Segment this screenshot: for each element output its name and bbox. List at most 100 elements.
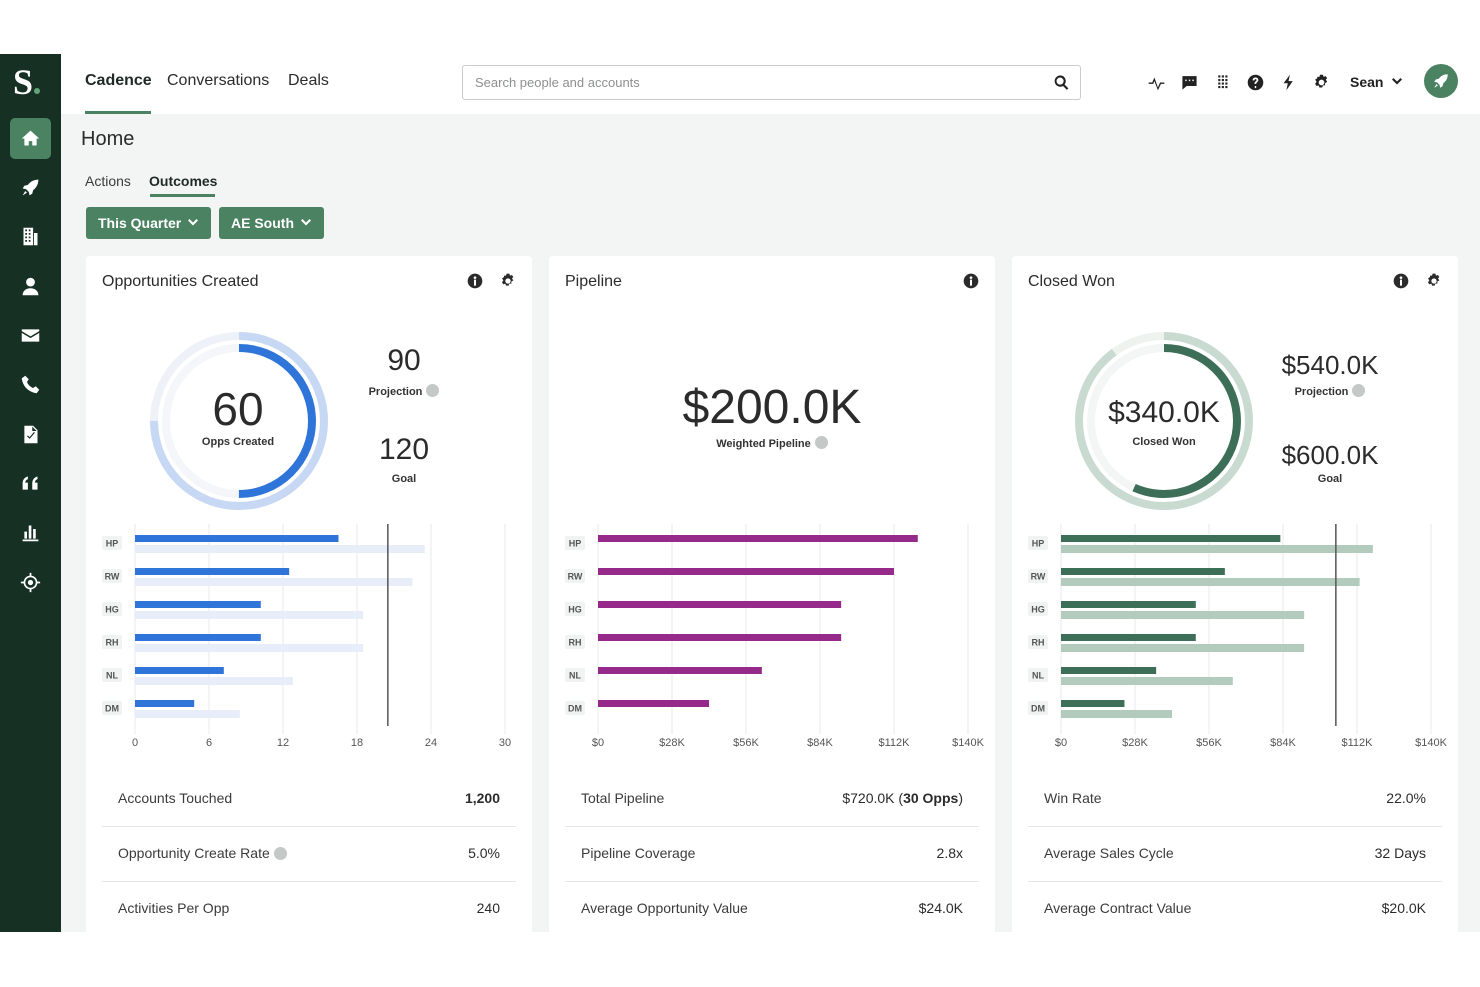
sidebar-item-documents[interactable] xyxy=(10,414,51,455)
home-icon xyxy=(21,130,40,146)
sidebar-item-home[interactable] xyxy=(10,118,51,159)
closed-won-card: Closed Won $340.0K Closed Won $540.0K Pr… xyxy=(1012,256,1458,932)
projection-label-text: Projection xyxy=(368,386,423,398)
topnav-active-indicator xyxy=(85,111,151,114)
stat-label: Average Sales Cycle xyxy=(1044,845,1174,861)
category-label: HG xyxy=(1031,605,1045,615)
topnav-cadence[interactable]: Cadence xyxy=(85,72,152,89)
stat-value: $20.0K xyxy=(1381,900,1426,916)
bar[interactable] xyxy=(598,634,842,641)
stat-value: 32 Days xyxy=(1374,845,1426,861)
bar[interactable] xyxy=(598,568,894,575)
gear-icon[interactable] xyxy=(500,273,516,289)
search-icon[interactable] xyxy=(1053,74,1070,91)
bar[interactable] xyxy=(135,710,240,718)
bar[interactable] xyxy=(135,644,364,652)
bar[interactable] xyxy=(598,700,709,707)
bar[interactable] xyxy=(598,535,918,542)
info-icon[interactable] xyxy=(426,384,440,397)
quick-launch-button[interactable] xyxy=(1424,64,1458,98)
bar[interactable] xyxy=(135,601,261,608)
settings-gear-icon[interactable] xyxy=(1313,74,1330,91)
sidebar-item-people[interactable] xyxy=(10,266,51,307)
sidebar-item-email[interactable] xyxy=(10,315,51,356)
bar[interactable] xyxy=(135,578,413,586)
bar[interactable] xyxy=(1061,700,1125,707)
bar[interactable] xyxy=(1061,611,1305,619)
topnav-conversations[interactable]: Conversations xyxy=(167,72,270,89)
bar[interactable] xyxy=(1061,634,1196,641)
topnav-deals[interactable]: Deals xyxy=(288,72,329,89)
bar[interactable] xyxy=(598,667,762,674)
bar[interactable] xyxy=(1061,545,1373,553)
closed-won-progress-ring xyxy=(1075,332,1253,510)
sidebar-item-targets[interactable] xyxy=(10,562,51,603)
info-icon[interactable] xyxy=(1352,384,1366,397)
bar[interactable] xyxy=(1061,644,1305,652)
search-input[interactable] xyxy=(475,72,1035,92)
chevron-down-icon xyxy=(188,219,199,226)
stat-value: $24.0K xyxy=(918,900,963,916)
bar[interactable] xyxy=(135,568,290,575)
help-icon[interactable] xyxy=(1247,74,1264,91)
x-tick-label: $84K xyxy=(1270,737,1296,749)
rep-badge xyxy=(1028,635,1048,649)
bar[interactable] xyxy=(135,634,261,641)
info-icon[interactable] xyxy=(1393,273,1409,289)
bar[interactable] xyxy=(1061,667,1157,674)
user-menu-name[interactable]: Sean xyxy=(1350,74,1384,90)
projection-label: Projection xyxy=(354,384,454,398)
card-title: Closed Won xyxy=(1028,273,1115,290)
bar[interactable] xyxy=(1061,710,1172,718)
rep-badge xyxy=(102,569,122,583)
bar[interactable] xyxy=(1061,601,1196,608)
projection-value: $540.0K xyxy=(1281,350,1379,380)
apps-grid-icon[interactable] xyxy=(1214,74,1231,91)
lightning-icon[interactable] xyxy=(1280,74,1297,91)
bar[interactable] xyxy=(135,677,293,685)
x-tick-label: $56K xyxy=(1196,737,1222,749)
bar[interactable] xyxy=(598,601,842,608)
bar[interactable] xyxy=(1061,677,1233,685)
subtab-active-indicator xyxy=(150,194,215,197)
activity-icon[interactable] xyxy=(1148,74,1165,91)
chevron-down-icon[interactable] xyxy=(1392,78,1402,86)
bar[interactable] xyxy=(135,667,224,674)
category-label: RW xyxy=(105,572,120,582)
filter-period-label: This Quarter xyxy=(98,215,182,231)
bar[interactable] xyxy=(135,611,364,619)
bar[interactable] xyxy=(135,700,195,707)
gear-icon[interactable] xyxy=(1426,273,1442,289)
filter-team-dropdown[interactable]: AE South xyxy=(219,207,324,239)
bar[interactable] xyxy=(1061,568,1225,575)
rep-badge xyxy=(1028,536,1048,550)
sidebar-item-calls[interactable] xyxy=(10,364,51,405)
pipeline-card: Pipeline $200.0K Weighted Pipeline $0 $28… xyxy=(549,256,995,932)
info-icon[interactable] xyxy=(273,847,287,860)
tab-outcomes[interactable]: Outcomes xyxy=(149,173,218,189)
opps-created-value: 60 xyxy=(212,383,264,435)
progress-arc xyxy=(162,344,316,498)
chat-icon[interactable] xyxy=(1181,74,1198,91)
bar[interactable] xyxy=(135,545,425,553)
stat-row: Average Contract Value $20.0K xyxy=(1028,882,1442,932)
info-icon[interactable] xyxy=(814,436,828,449)
opps-by-rep-chart: 0 6 12 18 24 30 HP RW HG RH NL DM xyxy=(102,524,511,749)
stat-label: Opportunity Create Rate xyxy=(118,845,287,861)
building-icon xyxy=(23,227,38,246)
bar[interactable] xyxy=(1061,578,1360,586)
app-logo[interactable]: S xyxy=(13,62,49,102)
tab-actions[interactable]: Actions xyxy=(85,173,131,189)
weighted-pipeline-label: Weighted Pipeline xyxy=(672,436,872,450)
sidebar-item-quotes[interactable] xyxy=(10,463,51,504)
x-tick-label: 30 xyxy=(499,737,511,749)
sidebar-item-cadences[interactable] xyxy=(10,167,51,208)
stat-value: 5.0% xyxy=(468,845,500,861)
sidebar-item-analytics[interactable] xyxy=(10,512,51,553)
info-icon[interactable] xyxy=(963,273,979,289)
bar[interactable] xyxy=(135,535,339,542)
filter-period-dropdown[interactable]: This Quarter xyxy=(86,207,211,239)
info-icon[interactable] xyxy=(467,273,483,289)
bar[interactable] xyxy=(1061,535,1281,542)
sidebar-item-accounts[interactable] xyxy=(10,216,51,257)
